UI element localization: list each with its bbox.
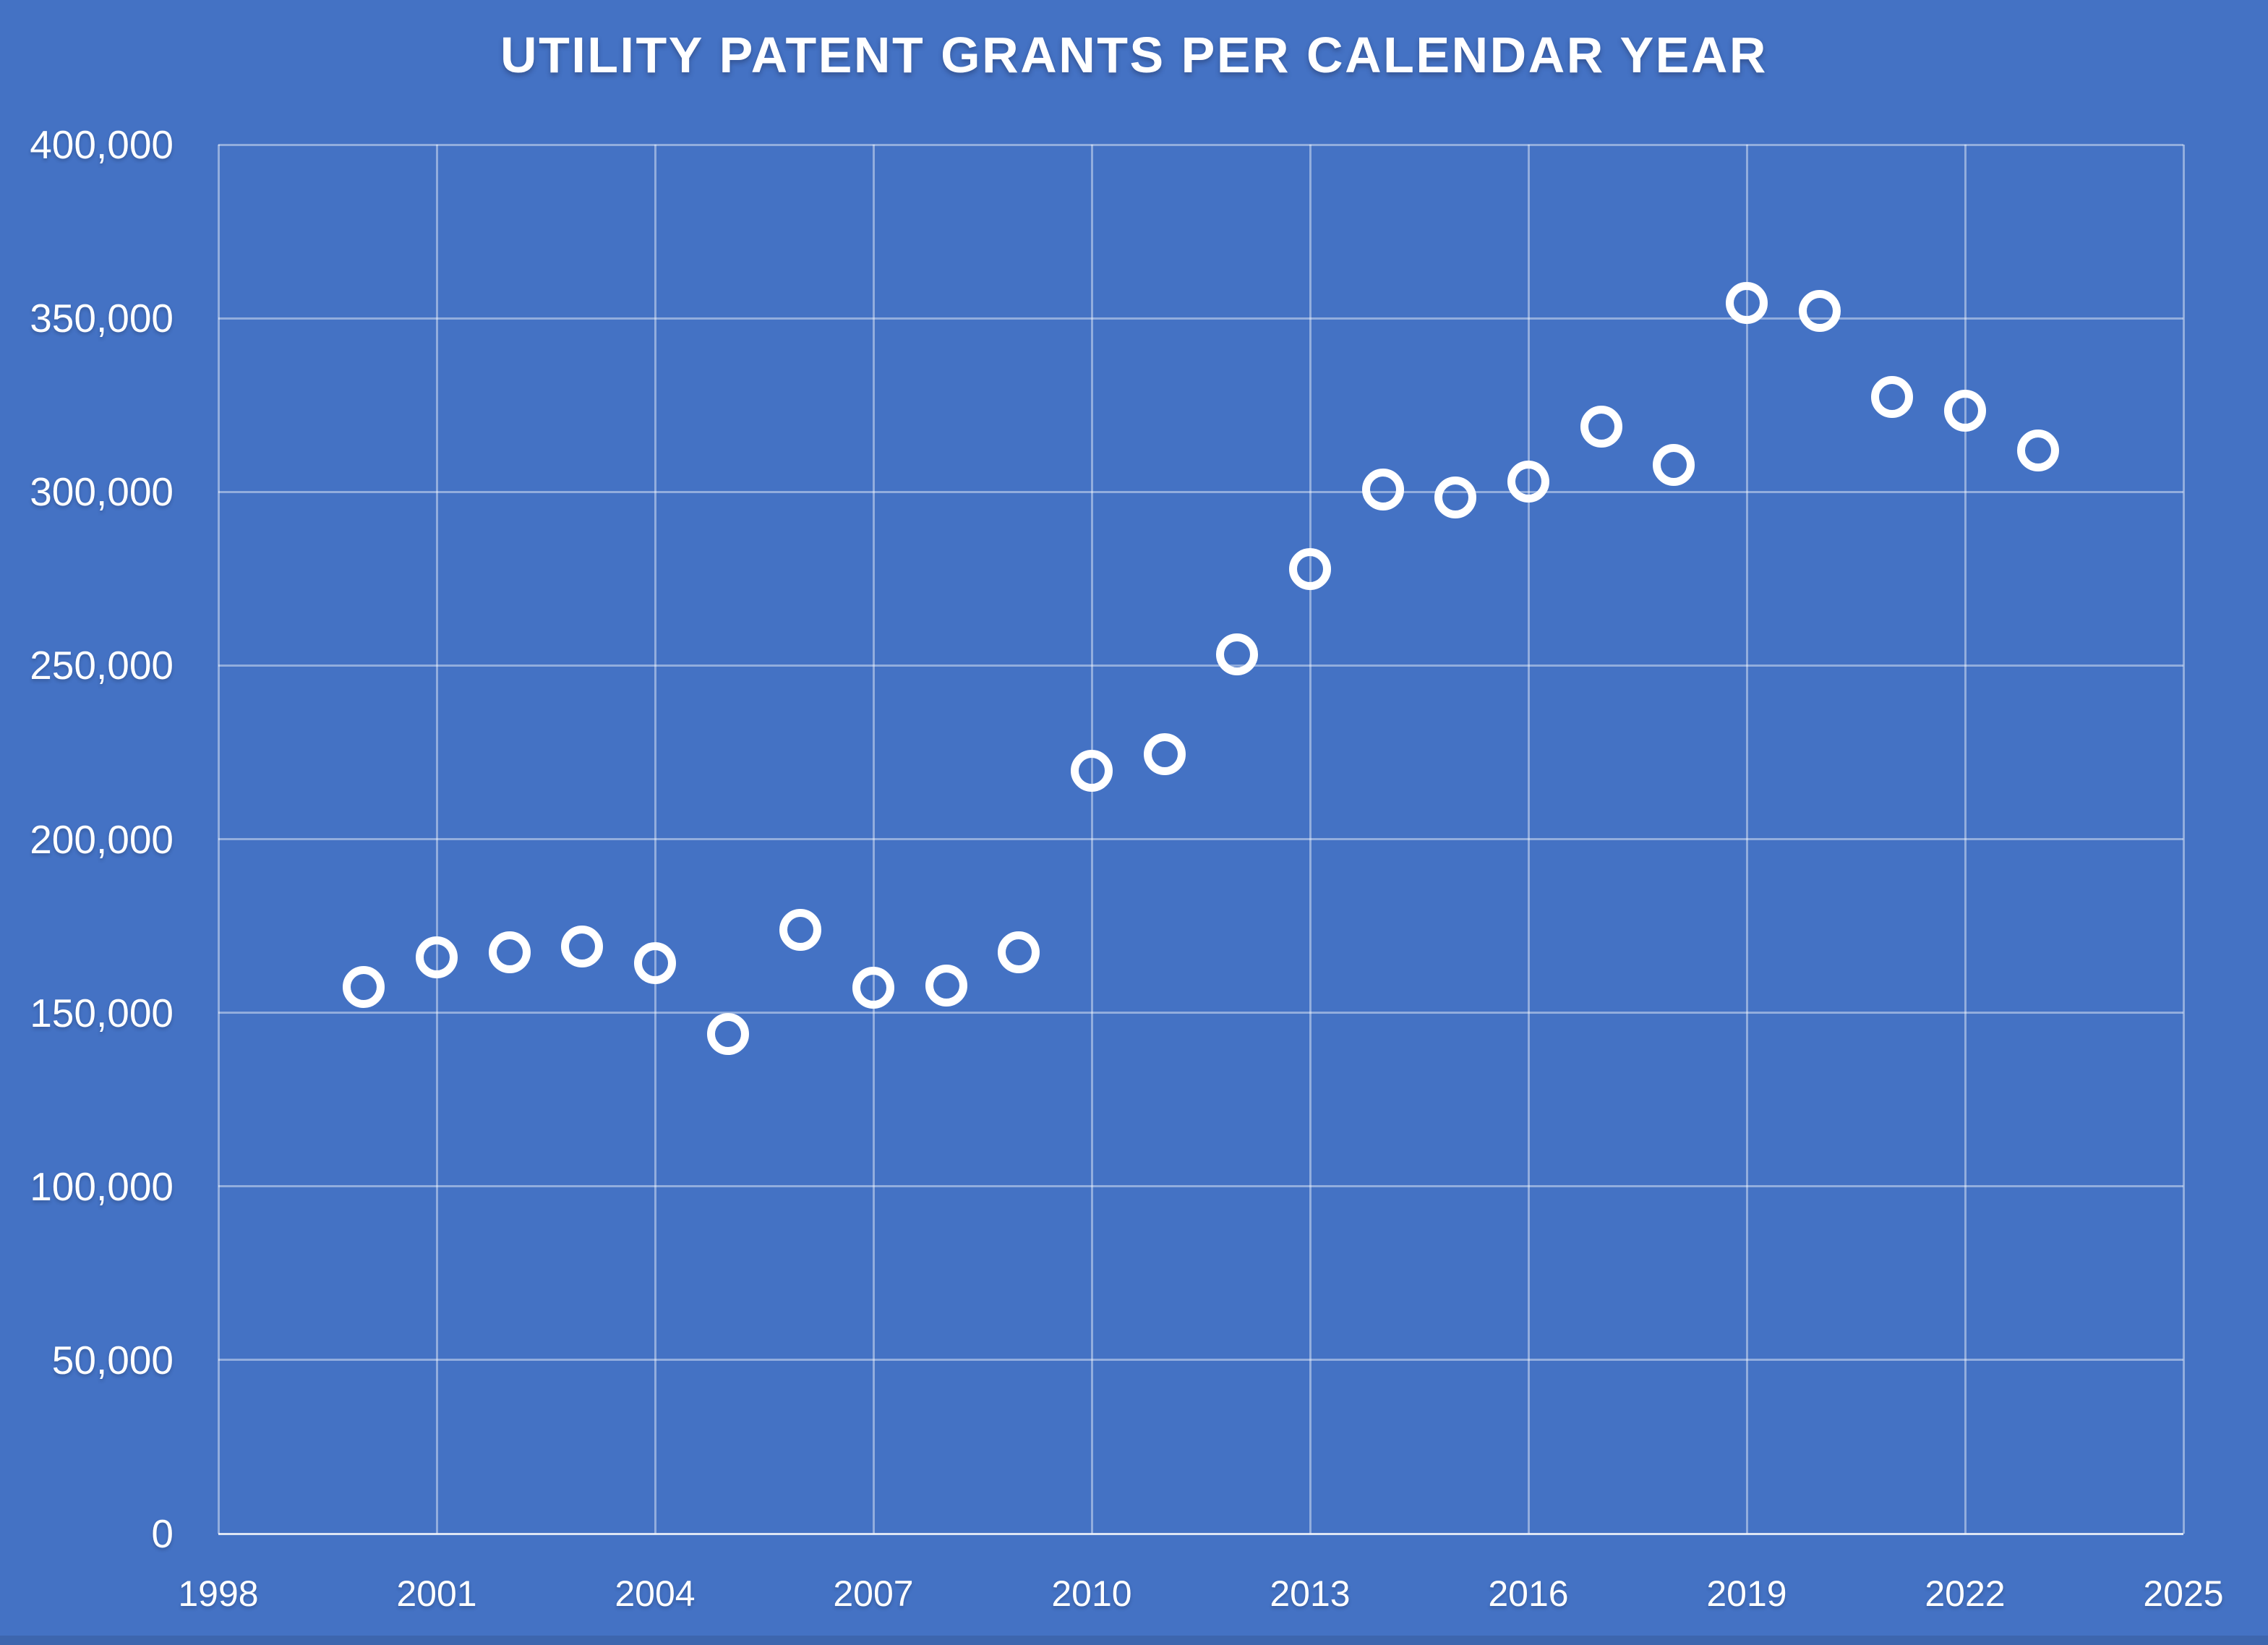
- gridline-vertical: [654, 145, 656, 1534]
- data-point-2005[interactable]: [706, 1013, 749, 1056]
- data-point-2018[interactable]: [1653, 443, 1695, 486]
- y-tick-label: 250,000: [30, 643, 174, 688]
- y-tick-label: 50,000: [51, 1337, 174, 1383]
- x-tick-label: 2013: [1270, 1573, 1351, 1614]
- gridline-vertical: [1090, 145, 1093, 1534]
- x-tick-label: 2004: [615, 1573, 696, 1614]
- y-tick-label: 300,000: [30, 469, 174, 515]
- gridline-vertical: [217, 145, 220, 1534]
- data-point-2010[interactable]: [1071, 750, 1113, 792]
- x-tick-label: 2019: [1706, 1573, 1787, 1614]
- data-point-2001[interactable]: [416, 936, 458, 978]
- data-point-2015[interactable]: [1434, 476, 1477, 518]
- data-point-2019[interactable]: [1726, 281, 1768, 324]
- gridline-vertical: [435, 145, 438, 1534]
- chart-title: UTILITY PATENT GRANTS PER CALENDAR YEAR: [500, 27, 1768, 83]
- plot-area: [217, 143, 2185, 1535]
- x-axis-line: [218, 1532, 2183, 1535]
- gridline-horizontal: [218, 1012, 2183, 1014]
- y-tick-label: 0: [151, 1511, 174, 1556]
- gridline-vertical: [2182, 145, 2185, 1534]
- y-tick-label: 400,000: [30, 122, 174, 167]
- window-bottom-edge: [0, 1636, 2268, 1645]
- gridline-vertical: [1745, 145, 1748, 1534]
- data-point-2004[interactable]: [634, 941, 676, 984]
- data-point-2003[interactable]: [561, 926, 604, 968]
- x-tick-label: 2016: [1488, 1573, 1569, 1614]
- x-tick-label: 1998: [178, 1573, 259, 1614]
- y-tick-label: 200,000: [30, 816, 174, 862]
- gridline-horizontal: [218, 838, 2183, 840]
- y-tick-label: 100,000: [30, 1163, 174, 1209]
- gridline-vertical: [1964, 145, 1967, 1534]
- y-tick-label: 150,000: [30, 990, 174, 1035]
- y-tick-label: 350,000: [30, 296, 174, 341]
- data-point-2007[interactable]: [852, 966, 894, 1009]
- x-tick-label: 2025: [2143, 1573, 2224, 1614]
- data-point-2011[interactable]: [1143, 732, 1186, 775]
- data-point-2013[interactable]: [1289, 547, 1331, 590]
- data-point-2006[interactable]: [779, 909, 822, 952]
- data-point-2017[interactable]: [1580, 405, 1622, 448]
- x-tick-label: 2001: [396, 1573, 477, 1614]
- gridline-horizontal: [218, 143, 2183, 146]
- gridline-horizontal: [218, 1359, 2183, 1362]
- data-point-2008[interactable]: [925, 965, 967, 1007]
- y-axis-tick-labels: 0 50,000 100,000 150,000 200,000 250,000 300,0…: [0, 0, 174, 1645]
- data-point-2021[interactable]: [1871, 376, 1914, 419]
- data-point-2002[interactable]: [488, 931, 531, 974]
- gridline-horizontal: [218, 1185, 2183, 1188]
- data-point-2020[interactable]: [1798, 290, 1841, 333]
- gridline-vertical: [1527, 145, 1530, 1534]
- gridline-vertical: [1309, 145, 1311, 1534]
- data-point-2023[interactable]: [2016, 429, 2059, 471]
- gridline-horizontal: [218, 664, 2183, 667]
- data-point-2016[interactable]: [1507, 460, 1549, 503]
- data-point-2009[interactable]: [998, 931, 1040, 974]
- data-point-2022[interactable]: [1944, 389, 1986, 432]
- gridline-horizontal: [218, 490, 2183, 493]
- x-tick-label: 2022: [1925, 1573, 2006, 1614]
- data-point-2014[interactable]: [1361, 468, 1404, 510]
- gridline-horizontal: [218, 317, 2183, 320]
- x-tick-label: 2007: [833, 1573, 914, 1614]
- x-tick-label: 2010: [1051, 1573, 1132, 1614]
- gridline-vertical: [872, 145, 875, 1534]
- data-point-2012[interactable]: [1216, 633, 1259, 676]
- data-point-2000[interactable]: [343, 965, 385, 1008]
